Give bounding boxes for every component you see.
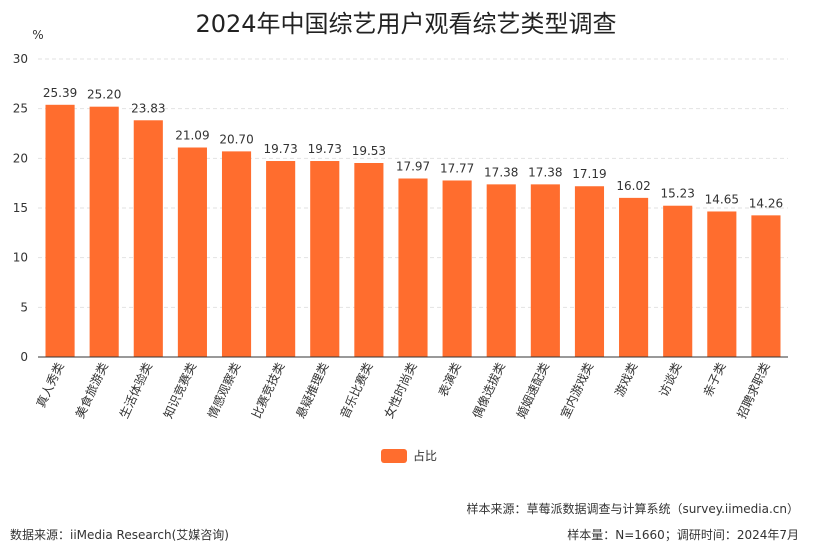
bar[interactable] bbox=[89, 106, 119, 358]
bars-layer bbox=[45, 104, 781, 358]
x-tick-label: 美食旅游类 bbox=[72, 360, 111, 421]
x-tick-label: 室内游戏类 bbox=[557, 360, 596, 421]
data-label: 19.53 bbox=[352, 144, 386, 158]
y-tick-label: 20 bbox=[13, 151, 28, 165]
bar[interactable] bbox=[221, 151, 252, 357]
x-tick-label: 招聘求职类 bbox=[735, 360, 773, 420]
data-label: 17.38 bbox=[528, 165, 562, 179]
bar[interactable] bbox=[266, 161, 296, 357]
data-label: 19.73 bbox=[308, 142, 342, 156]
x-tick-label: 游戏类 bbox=[612, 360, 640, 399]
x-axis-ticks: 真人秀类 美食旅游类 生活体验类 知识竞赛类 情感观察类 比赛竞技类 悬疑推理类 音乐比赛类女… bbox=[34, 360, 773, 421]
bar[interactable] bbox=[45, 104, 75, 357]
x-tick-label: 比赛竞技类 bbox=[248, 360, 287, 421]
data-label: 20.70 bbox=[219, 132, 253, 146]
data-label: 14.65 bbox=[705, 192, 739, 206]
legend-label: 占比 bbox=[413, 448, 437, 463]
data-label: 16.02 bbox=[616, 179, 650, 193]
y-tick-label: 10 bbox=[13, 251, 28, 265]
data-label: 25.39 bbox=[43, 86, 77, 100]
y-tick-label: 5 bbox=[20, 300, 28, 314]
data-label: 23.83 bbox=[131, 101, 165, 115]
bar[interactable] bbox=[486, 184, 516, 357]
bar[interactable] bbox=[707, 211, 737, 357]
x-tick-label: 情感观察类 bbox=[204, 360, 243, 421]
bar[interactable] bbox=[442, 180, 472, 357]
sample-info-note: 样本量：N=1660；调研时间：2024年7月 bbox=[567, 528, 799, 542]
bar[interactable] bbox=[530, 184, 560, 357]
data-labels-layer: 25.39 25.20 23.83 21.09 20.70 19.73 19.73 19.53… bbox=[43, 86, 783, 211]
bar[interactable] bbox=[310, 161, 340, 357]
bar[interactable] bbox=[663, 205, 693, 357]
y-tick-label: 30 bbox=[13, 52, 28, 66]
data-label: 19.73 bbox=[263, 142, 297, 156]
y-tick-label: 0 bbox=[20, 350, 28, 364]
x-tick-label: 悬疑推理类 bbox=[293, 360, 332, 421]
y-tick-label: 25 bbox=[13, 102, 28, 116]
data-label: 21.09 bbox=[175, 129, 209, 143]
x-tick-label: 亲子类 bbox=[701, 360, 729, 399]
x-tick-label: 音乐比赛类 bbox=[337, 360, 376, 421]
data-label: 17.77 bbox=[440, 161, 474, 175]
y-axis-unit-label: % bbox=[32, 28, 43, 42]
x-tick-label: 偶像选拔类 bbox=[469, 360, 508, 421]
legend-swatch bbox=[381, 449, 407, 463]
bar[interactable] bbox=[619, 197, 649, 357]
data-label: 14.26 bbox=[749, 196, 783, 210]
data-label: 17.38 bbox=[484, 165, 518, 179]
data-label: 17.97 bbox=[396, 159, 430, 173]
bar[interactable] bbox=[133, 120, 163, 357]
x-tick-label: 真人秀类 bbox=[34, 360, 67, 409]
x-tick-label: 婚姻速配类 bbox=[513, 360, 552, 421]
data-label: 15.23 bbox=[661, 187, 695, 201]
x-tick-label: 知识竞赛类 bbox=[160, 360, 199, 421]
data-source-note: 数据来源：iiMedia Research(艾媒咨询) bbox=[10, 528, 229, 542]
bar[interactable] bbox=[177, 147, 207, 357]
bar[interactable] bbox=[398, 178, 428, 357]
bar[interactable] bbox=[574, 186, 605, 357]
x-tick-label: 访谈类 bbox=[657, 360, 685, 399]
legend[interactable]: 占比 bbox=[381, 448, 437, 463]
x-tick-label: 表演类 bbox=[435, 360, 464, 399]
sample-source-note: 样本来源：草莓派数据调查与计算系统（survey.iimedia.cn） bbox=[466, 502, 799, 516]
bar[interactable] bbox=[751, 215, 781, 357]
bar[interactable] bbox=[354, 163, 384, 357]
x-tick-label: 生活体验类 bbox=[116, 360, 155, 421]
y-tick-label: 15 bbox=[13, 201, 28, 215]
x-tick-label: 女性时尚类 bbox=[381, 360, 420, 421]
data-label: 25.20 bbox=[87, 88, 121, 102]
data-label: 17.19 bbox=[572, 167, 606, 181]
y-axis-ticks: 0 5 10 15 20 25 30 bbox=[13, 52, 28, 364]
chart-title: 2024年中国综艺用户观看综艺类型调查 bbox=[195, 10, 616, 38]
